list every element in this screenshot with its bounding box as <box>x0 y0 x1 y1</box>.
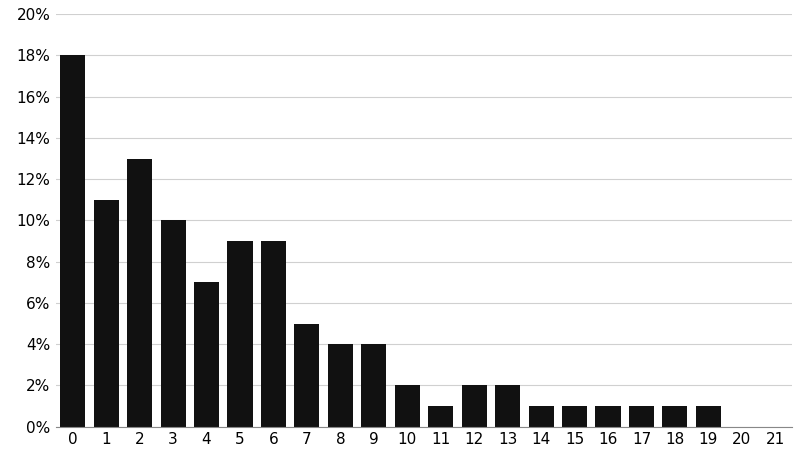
Bar <box>662 406 687 427</box>
Bar <box>227 241 253 427</box>
Bar <box>94 200 118 427</box>
Bar <box>629 406 654 427</box>
Bar <box>60 55 86 427</box>
Bar <box>529 406 554 427</box>
Bar <box>562 406 587 427</box>
Bar <box>362 344 386 427</box>
Bar <box>294 323 319 427</box>
Bar <box>161 220 186 427</box>
Bar <box>696 406 721 427</box>
Bar <box>428 406 454 427</box>
Bar <box>127 158 152 427</box>
Bar <box>194 283 219 427</box>
Bar <box>328 344 353 427</box>
Bar <box>394 385 420 427</box>
Bar <box>595 406 621 427</box>
Bar <box>495 385 520 427</box>
Bar <box>261 241 286 427</box>
Bar <box>462 385 486 427</box>
